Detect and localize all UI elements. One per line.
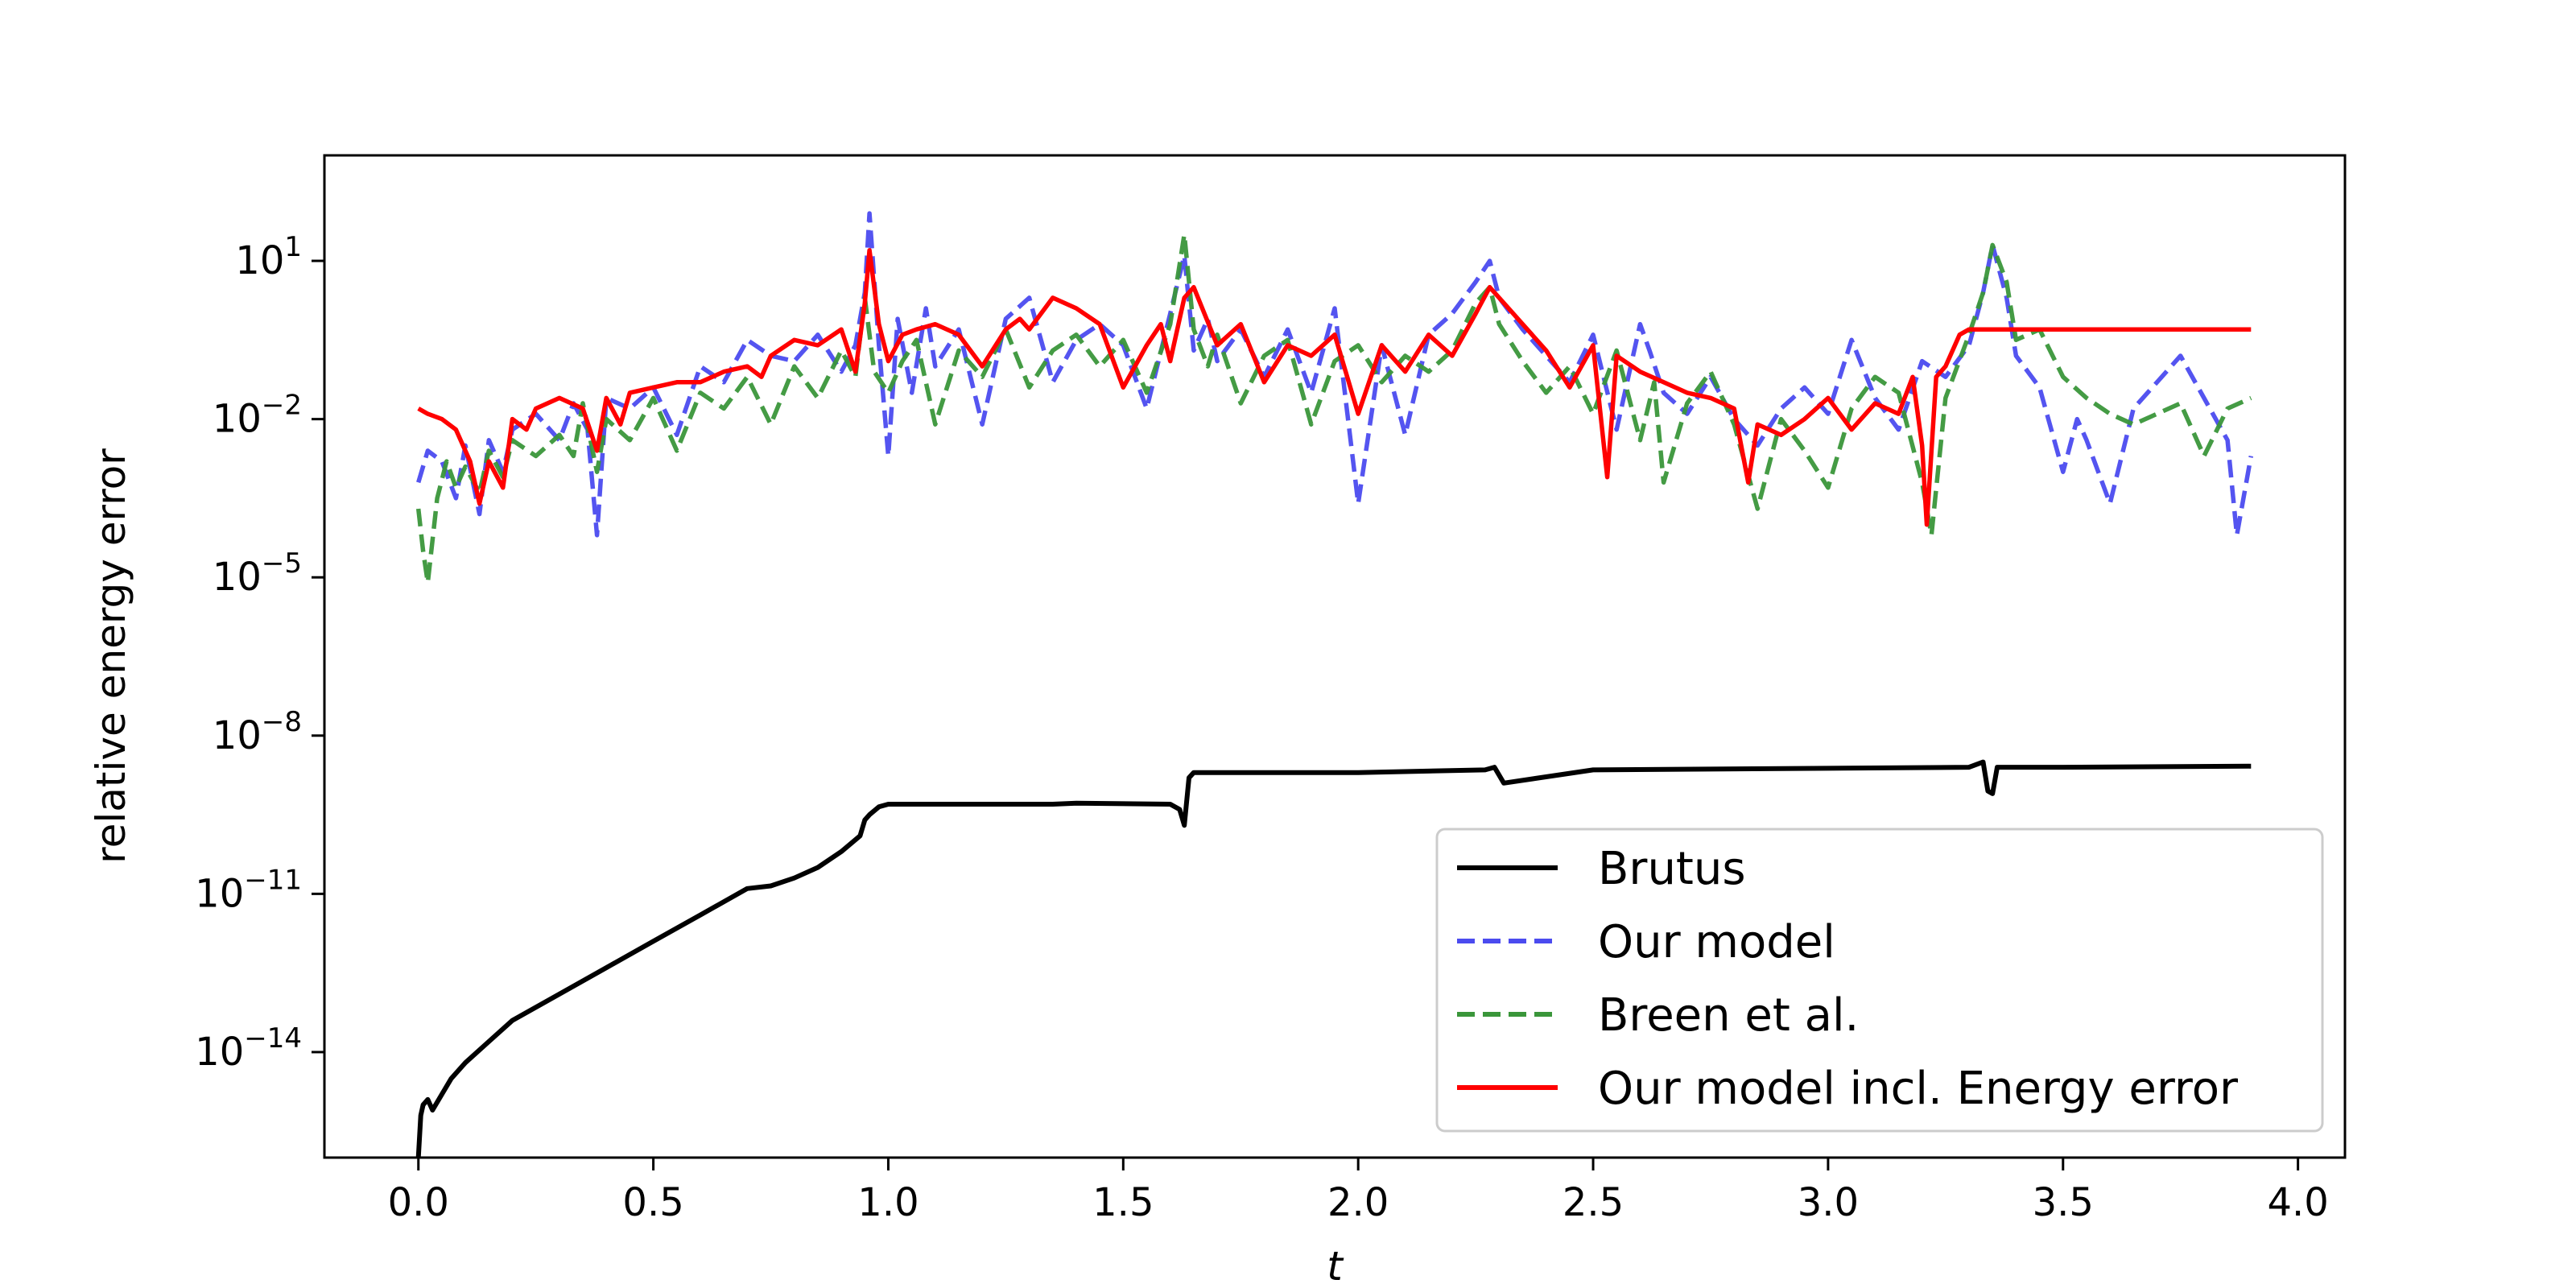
x-tick-label: 3.0 (1798, 1180, 1859, 1225)
y-tick-base: 10 (235, 238, 284, 283)
x-axis-label: t (1327, 1243, 1344, 1288)
legend-label: Brutus (1598, 843, 1746, 895)
y-tick-exponent: 1 (284, 231, 302, 263)
x-axis: 0.0 0.5 1.0 1.5 2.0 2.5 3.0 3.5 4.0 (388, 1158, 2329, 1225)
y-tick-base: 10 (195, 871, 244, 916)
y-tick-exponent: −14 (244, 1022, 302, 1055)
y-tick-exponent: −2 (262, 390, 302, 422)
y-tick-label: 10−8 (213, 706, 302, 758)
y-tick-exponent: −5 (262, 547, 302, 580)
x-tick-label: 2.5 (1563, 1180, 1624, 1225)
x-tick-label: 2.0 (1327, 1180, 1389, 1225)
y-tick-label: 10−2 (213, 390, 302, 442)
y-tick-label: 10−11 (195, 864, 302, 916)
x-tick-label: 0.0 (388, 1180, 449, 1225)
y-axis-label: relative energy error (88, 448, 134, 864)
x-tick-label: 4.0 (2267, 1180, 2328, 1225)
y-tick-label: 101 (235, 231, 302, 283)
y-tick-base: 10 (213, 713, 262, 758)
legend-label: Our model incl. Energy error (1598, 1063, 2239, 1115)
legend-box (1435, 828, 2324, 1133)
plot-series (415, 211, 2254, 1158)
y-tick-label: 10−14 (195, 1022, 302, 1075)
series-line-brutus (415, 759, 2252, 1158)
x-tick-label: 0.5 (622, 1180, 683, 1225)
legend-label: Breen et al. (1598, 989, 1859, 1042)
y-tick-base: 10 (195, 1030, 244, 1075)
y-tick-base: 10 (213, 397, 262, 442)
x-tick-label: 1.0 (857, 1180, 919, 1225)
legend-label: Our model (1598, 916, 1835, 968)
y-tick-exponent: −11 (244, 864, 302, 896)
y-tick-exponent: −8 (262, 706, 302, 738)
x-tick-label: 3.5 (2033, 1180, 2094, 1225)
legend: Brutus Our model Breen et al. Our model inc… (1435, 828, 2324, 1133)
y-tick-base: 10 (213, 555, 262, 600)
plot-frame (323, 154, 2347, 1159)
x-tick-label: 1.5 (1092, 1180, 1154, 1225)
series-line-breen-et-al (415, 232, 2252, 585)
y-tick-label: 10−5 (213, 547, 302, 600)
series-line-our-model-incl-energy-error (417, 248, 2252, 527)
